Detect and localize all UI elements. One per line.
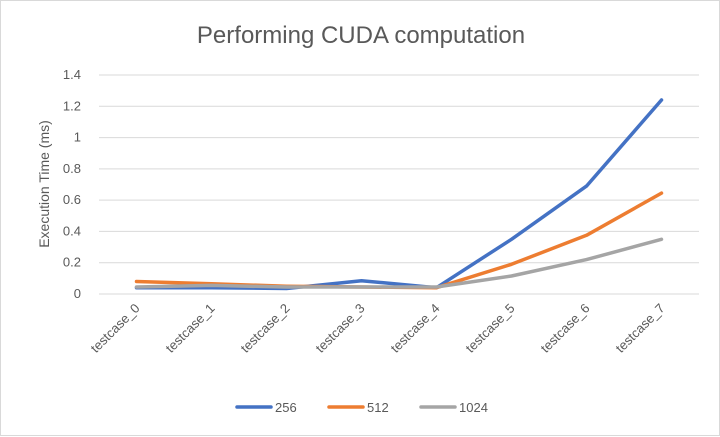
x-tick-label: testcase_3 [313,301,368,356]
y-axis-ticks: 0 0.2 0.4 0.6 0.8 1 1.2 1.4 [63,67,81,301]
series-lines [134,98,664,291]
y-tick-label: 0.4 [63,223,81,238]
x-tick-label: testcase_5 [463,301,518,356]
series-line-256 [134,98,664,291]
x-tick-label: testcase_0 [88,301,143,356]
legend-label: 512 [367,400,389,415]
x-tick-label: testcase_7 [613,301,668,356]
series-line-512 [134,191,664,290]
x-axis-ticks: testcase_0 testcase_1 testcase_2 testcase_3… [88,301,668,356]
legend: 256 512 1024 [235,400,488,415]
y-tick-label: 0.2 [63,255,81,270]
y-tick-label: 1 [74,130,81,145]
x-tick-label: testcase_4 [388,301,443,356]
legend-item-512: 512 [327,400,389,415]
x-tick-label: testcase_1 [163,301,218,356]
y-tick-label: 1.2 [63,98,81,113]
y-tick-label: 0.8 [63,161,81,176]
legend-item-1024: 1024 [419,400,488,415]
y-tick-label: 1.4 [63,67,81,82]
legend-label: 256 [275,400,297,415]
series-line-1024 [134,237,664,289]
y-tick-label: 0.6 [63,192,81,207]
x-tick-label: testcase_2 [238,301,293,356]
x-tick-label: testcase_6 [538,301,593,356]
y-tick-label: 0 [74,286,81,301]
legend-item-256: 256 [235,400,297,415]
y-axis-title: Execution Time (ms) [36,120,52,248]
legend-label: 1024 [459,400,488,415]
gridlines [99,74,699,295]
chart-title: Performing CUDA computation [197,22,525,49]
